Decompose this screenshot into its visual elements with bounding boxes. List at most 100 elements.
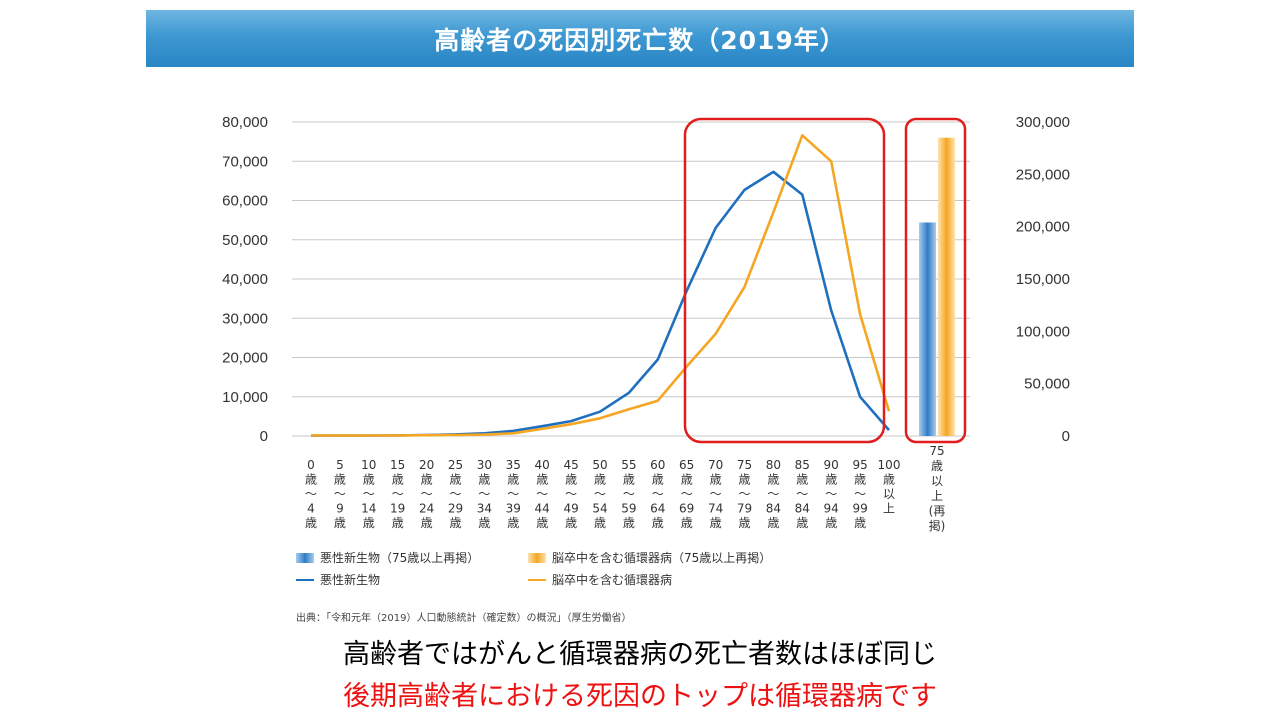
bar-category-label-part: 上	[931, 489, 943, 503]
x-tick-label-part: 100	[878, 458, 901, 472]
x-tick-label-part: 95	[852, 458, 867, 472]
x-tick-label-part: 〜	[825, 487, 837, 501]
x-tick-label-part: 84	[795, 502, 810, 516]
x-tick-label: 65歳〜69歳	[679, 458, 694, 530]
right-tick-label: 150,000	[1016, 271, 1070, 288]
x-tick-label-part: 〜	[623, 487, 635, 501]
x-tick-label-part: 49	[563, 502, 578, 516]
x-tick-label-part: 〜	[536, 487, 548, 501]
x-tick-label-part: 90	[824, 458, 839, 472]
x-tick-label-part: 歳	[421, 516, 433, 530]
x-tick-label: 20歳〜24歳	[419, 458, 434, 530]
right-tick-label: 300,000	[1016, 114, 1070, 131]
right-tick-label: 0	[1062, 428, 1070, 445]
x-tick-label-part: 0	[307, 458, 315, 472]
x-tick-label-part: 歳	[363, 516, 375, 530]
lines	[310, 134, 891, 437]
x-tick-label-part: 25	[448, 458, 463, 472]
x-tick-label: 15歳〜19歳	[390, 458, 405, 530]
left-tick-label: 30,000	[222, 310, 268, 327]
x-tick-label-part: 歳	[478, 516, 490, 530]
left-tick-label: 40,000	[222, 271, 268, 288]
x-tick-label-part: 〜	[738, 487, 750, 501]
x-tick-label-part: 9	[336, 502, 344, 516]
x-tick-label-part: 以	[883, 487, 895, 501]
left-tick-label: 80,000	[222, 114, 268, 131]
x-tick-label-part: 65	[679, 458, 694, 472]
legend-label-bar-cancer: 悪性新生物（75歳以上再掲）	[320, 551, 480, 565]
x-tick-label: 95歳〜99歳	[852, 458, 867, 530]
source-note: 出典：「令和元年（2019）人口動態統計（確定数）の概況」（厚生労働省）	[296, 613, 632, 624]
x-tick-label-part: 歳	[796, 473, 808, 487]
x-tick-label: 85歳〜84歳	[795, 458, 810, 530]
x-tick-label-part: 歳	[883, 473, 895, 487]
x-tick-label-part: 歳	[305, 473, 317, 487]
x-tick-label-part: 75	[737, 458, 752, 472]
gridlines	[292, 121, 970, 437]
x-tick-label-part: 歳	[565, 473, 577, 487]
legend-item-bar-cancer: 悪性新生物（75歳以上再掲）	[296, 549, 479, 566]
legend-label-bar-circ: 脳卒中を含む循環器病（75歳以上再掲）	[552, 551, 772, 565]
x-tick-label: 80歳〜84歳	[766, 458, 781, 530]
x-tick-label-part: 歳	[334, 473, 346, 487]
x-tick-label-part: 歳	[565, 516, 577, 530]
x-tick-label: 70歳〜74歳	[708, 458, 723, 530]
x-tick-label-part: 〜	[594, 487, 606, 501]
legend-swatch-line-circ	[528, 578, 546, 581]
left-tick-label: 0	[260, 428, 268, 445]
x-tick-label-part: 69	[679, 502, 694, 516]
x-tick-label-part: 〜	[363, 487, 375, 501]
x-tick-label-part: 歳	[594, 473, 606, 487]
x-tick-label-part: 〜	[681, 487, 693, 501]
x-tick-label-part: 45	[563, 458, 578, 472]
line-cancer	[311, 170, 890, 437]
legend-label-line-circ: 脳卒中を含む循環器病	[552, 573, 673, 587]
bar-category-label-part: 75	[929, 444, 944, 458]
x-tick-label: 25歳〜29歳	[448, 458, 463, 530]
x-tick-label-part: 35	[506, 458, 521, 472]
x-tick-label-part: 70	[708, 458, 723, 472]
x-tick-label-part: 歳	[536, 473, 548, 487]
legend-item-line-cancer: 悪性新生物	[296, 571, 380, 588]
x-tick-label: 50歳〜54歳	[592, 458, 607, 530]
x-tick-label-part: 79	[737, 502, 752, 516]
legend: 悪性新生物（75歳以上再掲） 脳卒中を含む循環器病（75歳以上再掲） 悪性新生物…	[296, 549, 856, 591]
x-tick-label-part: 94	[824, 502, 839, 516]
x-tick-label: 90歳〜94歳	[824, 458, 839, 530]
x-tick-label-part: 30	[477, 458, 492, 472]
x-tick-label-part: 〜	[854, 487, 866, 501]
chart-title: 高齢者の死因別死亡数（2019年）	[434, 25, 846, 55]
left-tick-label: 50,000	[222, 232, 268, 249]
left-tick-label: 20,000	[222, 350, 268, 367]
x-tick-label-part: 歳	[825, 473, 837, 487]
x-tick-label-part: 〜	[796, 487, 808, 501]
x-tick-label-part: 歳	[767, 516, 779, 530]
bar-category-label-part: (再	[929, 504, 946, 518]
x-tick-label: 10歳〜14歳	[361, 458, 376, 530]
x-tick-label-part: 74	[708, 502, 723, 516]
left-tick-label: 10,000	[222, 389, 268, 406]
legend-swatch-line-cancer	[296, 578, 314, 581]
x-tick-label: 5歳〜9歳	[334, 458, 346, 530]
x-tick-label-part: 15	[390, 458, 405, 472]
x-tick-label-part: 歳	[796, 516, 808, 530]
legend-swatch-bar-cancer	[296, 552, 314, 563]
x-tick-label-part: 10	[361, 458, 376, 472]
right-tick-label: 200,000	[1016, 219, 1070, 236]
x-tick-label-part: 〜	[449, 487, 461, 501]
x-tick-label-part: 歳	[363, 473, 375, 487]
x-tick-label-part: 39	[506, 502, 521, 516]
x-tick-label-part: 34	[477, 502, 492, 516]
x-tick-label-part: 歳	[825, 516, 837, 530]
x-tick-label: 0歳〜4歳	[305, 458, 317, 530]
caption-main: 高齢者ではがんと循環器病の死亡者数はほぼ同じ	[343, 639, 937, 670]
legend-label-line-cancer: 悪性新生物	[320, 573, 381, 587]
x-tick-label-part: 歳	[854, 516, 866, 530]
x-tick-label-part: 40	[535, 458, 550, 472]
x-tick-label-part: 44	[535, 502, 550, 516]
x-tick-label-part: 85	[795, 458, 810, 472]
bar-category-label-part: 以	[931, 474, 943, 488]
legend-item-line-circ: 脳卒中を含む循環器病	[528, 571, 672, 588]
left-tick-label: 60,000	[222, 193, 268, 210]
